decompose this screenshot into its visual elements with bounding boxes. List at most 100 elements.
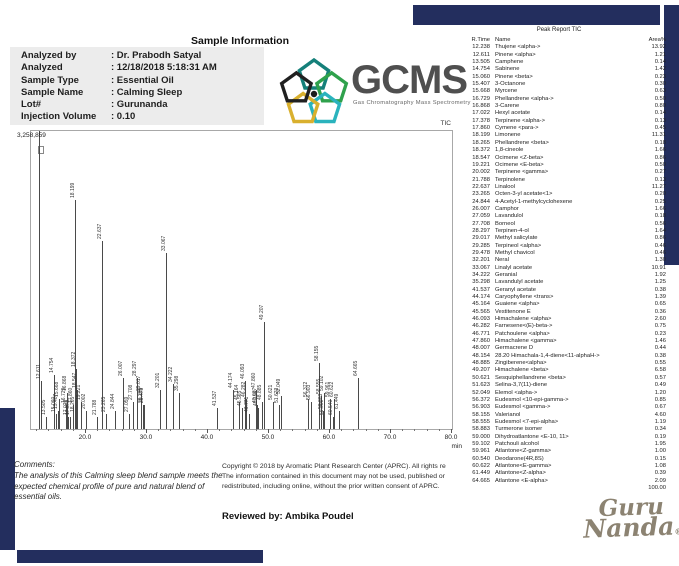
peak-rt-label: 22.637 <box>97 223 103 240</box>
peak-rt-label: 64.665 <box>353 361 360 377</box>
chromatogram-peak <box>85 411 87 429</box>
table-row: 18.199 Limonene 11.31 <box>472 132 666 139</box>
chromatogram-peak <box>323 417 325 429</box>
chromatogram-peak <box>245 381 247 429</box>
info-row-analyzed-date: Analyzed: 12/18/2018 5:18:31 AM <box>21 62 217 74</box>
peak-rt-label: 41.537 <box>212 390 219 407</box>
chromatogram-peak <box>264 321 266 429</box>
peak-rt-label: 33.067 <box>160 235 167 252</box>
axis-tick <box>389 429 391 433</box>
chromatogram-peak <box>72 405 74 429</box>
header-rtime: R.Time <box>471 37 490 43</box>
table-row: 24.844 4-Acetyl-1-methylcyclohexene 0.25 <box>472 198 666 205</box>
chromatogram-peak <box>257 408 259 429</box>
decor-bar-right-edge <box>664 5 679 265</box>
chromatogram-peak <box>217 408 219 429</box>
table-row: 51.623 Selina-3,7(11)-diene 0.49 <box>472 382 666 389</box>
chromatogram-peak <box>329 399 331 429</box>
chromatogram-peak <box>172 384 174 429</box>
table-row: 46.282 Farnesene<(E)-beta-> 0.75 <box>472 323 666 330</box>
peak-report-table: Peak Report TIC R.Time Name Area% 12.238… <box>452 27 666 492</box>
peak-rt-label: 18.372 <box>70 352 77 368</box>
chromatogram-peak <box>262 402 264 429</box>
chromatogram-peak <box>233 390 235 429</box>
chromatogram-peak <box>239 402 241 429</box>
axis-tick <box>243 429 245 431</box>
chromatogram-peak <box>272 402 274 429</box>
x-axis-unit: min <box>451 443 462 450</box>
table-row: 22.637 Linalool 11.27 <box>472 183 666 190</box>
axis-tick <box>377 429 379 431</box>
peak-rt-label: 18.199 <box>69 182 76 198</box>
axis-tick <box>353 429 355 431</box>
table-row: 61.449 Atlantone<Z-alpha> 0.39 <box>472 470 666 477</box>
table-row: 21.788 Terpinolene 0.13 <box>472 176 666 183</box>
table-row: 59.961 Atlantone<Z-gamma> 1.00 <box>472 448 666 455</box>
peak-rt-label: 46.771 <box>244 396 251 413</box>
peak-rt-label: 61.449 <box>333 393 340 410</box>
chromatogram-peak <box>241 408 243 429</box>
peak-rt-label: 27.708 <box>127 384 134 401</box>
chromatogram-peak <box>249 414 251 429</box>
table-row: 20.002 Terpinene <gamma> 0.27 <box>472 169 666 176</box>
table-row: 27.059 Lavandulol 0.18 <box>472 213 666 220</box>
total-area-value: 100.00 <box>648 484 666 491</box>
table-row: 15.668 Myrcene 0.63 <box>472 88 666 95</box>
axis-tick <box>426 429 428 431</box>
gcms-flower-icon <box>278 58 350 130</box>
axis-tick-label: 80.0 <box>444 434 458 441</box>
gurunanda-logo-line2: Nanda® <box>583 512 679 544</box>
peak-table-body: 12.238 Thujene <alpha-> 13.92 12.611 Pinene … <box>452 44 666 485</box>
chromatogram-peak <box>338 411 340 429</box>
chromatogram-peak <box>136 378 138 429</box>
peak-rt-label: 35.298 <box>174 375 181 392</box>
max-intensity-label: 3,258,859 <box>17 132 46 139</box>
axis-tick <box>280 429 282 431</box>
decor-bar-top-right <box>413 5 660 25</box>
chromatogram-peak <box>96 417 98 429</box>
table-row: 16.868 3-Carene 0.80 <box>472 103 666 110</box>
axis-tick <box>316 429 318 431</box>
table-row: 64.665 Atlantone <E-alpha> 2.09 <box>472 477 666 484</box>
chromatogram-peak <box>140 393 142 429</box>
chromatogram-peak <box>81 402 83 429</box>
table-row: 13.505 Camphene 0.14 <box>472 59 666 66</box>
axis-tick-label: 50.0 <box>261 434 275 441</box>
chromatogram-peak <box>281 396 283 429</box>
table-row: 58.555 Eudesmol <7-epi-alpha> 1.19 <box>472 418 666 425</box>
axis-tick <box>121 429 123 431</box>
table-row: 44.174 Caryophyllene <trans> 1.39 <box>472 294 666 301</box>
table-row: 19.221 Ocimene <E-beta> 0.50 <box>472 161 666 168</box>
chromatogram-peak <box>53 375 55 429</box>
chromatogram-peak <box>165 253 167 429</box>
table-row: 32.201 Neral 1.30 <box>472 257 666 264</box>
peak-rt-label: 28.297 <box>131 361 138 377</box>
axis-tick <box>341 429 343 431</box>
table-row: 16.729 Phellandrene <alpha-> 0.50 <box>472 95 666 102</box>
reviewed-by: Reviewed by: Ambika Poudel <box>222 511 354 522</box>
table-row: 56.372 Eudesmol <10-epi-gamma-> 0.85 <box>472 396 666 403</box>
x-axis: min 20.0 30.0 40.0 50.0 60.0 70.0 80.0 <box>30 429 462 453</box>
table-row: 12.611 Pinene <alpha> 1.21 <box>472 51 666 58</box>
chromatogram-peak <box>122 378 124 429</box>
chromatogram-peak <box>143 405 145 429</box>
chromatogram-peak <box>160 390 162 429</box>
table-row: 48.154 28.20 Himachala-1,4-diene<11-alpha… <box>472 352 666 359</box>
peak-rt-label: 23.265 <box>100 396 107 413</box>
chromatogram-peak <box>278 405 280 429</box>
chromatogram-plot: 12.23812.61113.50514.75415.06015.40715.6… <box>30 130 453 430</box>
chromatogram-peak <box>77 390 79 429</box>
peak-table-title: Peak Report TIC <box>536 27 582 33</box>
gcms-logo-text: GCMS <box>351 58 468 102</box>
table-row: 18.547 Ocimene <Z-beta> 0.86 <box>472 154 666 161</box>
peak-rt-label: 13.505 <box>41 399 48 416</box>
axis-tick <box>451 429 452 433</box>
table-row: 26.007 Camphor 1.66 <box>472 205 666 212</box>
peak-rt-label: 34.222 <box>167 367 174 383</box>
axis-tick <box>60 429 62 431</box>
header-area: Area% <box>648 37 666 43</box>
chromatogram-peak <box>311 402 313 429</box>
chromatogram-peak <box>115 411 117 429</box>
info-row-sample-type: Sample Type: Essential Oil <box>21 74 174 86</box>
